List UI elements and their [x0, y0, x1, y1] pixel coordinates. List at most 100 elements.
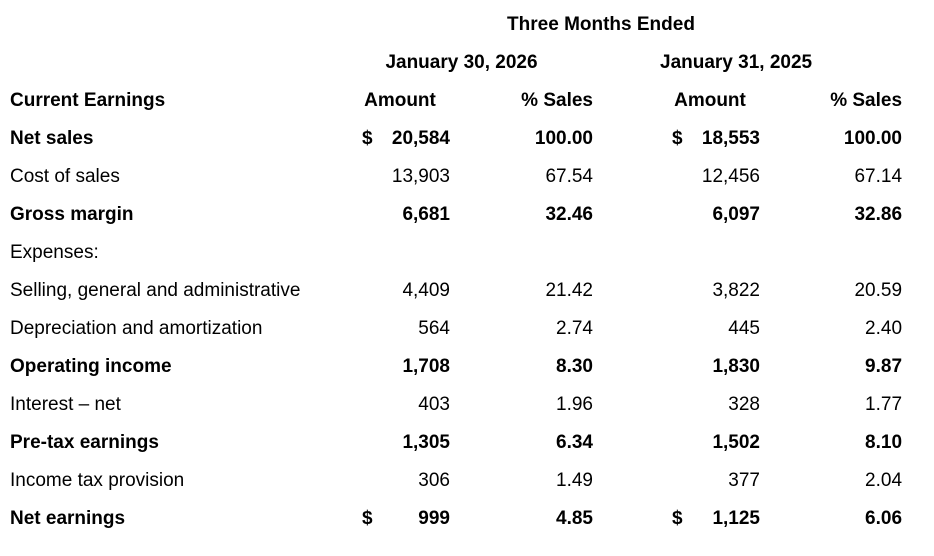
amount-2025: 328 — [728, 394, 760, 415]
pct-sales-2025: 8.10 — [865, 432, 903, 453]
amount-2025 — [695, 234, 760, 272]
currency-symbol — [660, 310, 695, 348]
amount-2026: 306 — [418, 470, 450, 491]
pct-sales-2025: 1.77 — [865, 394, 903, 415]
pct-sales-2026: 1.49 — [556, 470, 593, 491]
pct-sales-2025 — [760, 234, 902, 272]
row-label: Interest – net — [10, 394, 121, 415]
amount-2026: 6,681 — [402, 204, 450, 225]
period-group-row: Three Months Ended — [0, 6, 902, 44]
spacer-cell — [593, 386, 660, 424]
spacer-cell — [593, 348, 660, 386]
period-header-2025: January 31, 2025 — [660, 52, 813, 73]
pct-sales-2025: 32.86 — [854, 204, 903, 225]
row-label: Selling, general and administrative — [10, 280, 301, 301]
table-row-cost-of-sales: Cost of sales 13,903 67.54 12,456 67.14 — [0, 158, 902, 196]
amount-2025: 18,553 — [701, 128, 760, 149]
amount-2025: 445 — [728, 318, 760, 339]
spacer-cell — [593, 158, 660, 196]
currency-symbol — [350, 234, 385, 272]
table-row-expenses-heading: Expenses: — [0, 234, 902, 272]
currency-symbol — [350, 272, 385, 310]
table-row-income-tax: Income tax provision 306 1.49 377 2.04 — [0, 462, 902, 500]
amount-2026: 564 — [418, 318, 450, 339]
currency-symbol — [660, 424, 695, 462]
amount-2026: 1,708 — [402, 356, 450, 377]
spacer-cell — [593, 424, 660, 462]
amount-column-header-2026: Amount — [364, 90, 436, 111]
currency-symbol — [350, 348, 385, 386]
table-row-net-earnings: Net earnings $ 999 4.85 $ 1,125 6.06 — [0, 500, 902, 538]
amount-2025: 6,097 — [712, 204, 760, 225]
spacer-cell — [593, 44, 660, 82]
pct-sales-2026 — [450, 234, 593, 272]
pct-sales-2026: 1.96 — [556, 394, 593, 415]
row-label: Depreciation and amortization — [10, 318, 263, 339]
table-row-pretax-earnings: Pre-tax earnings 1,305 6.34 1,502 8.10 — [0, 424, 902, 462]
row-label: Income tax provision — [10, 470, 185, 491]
pct-sales-column-header-2026: % Sales — [521, 90, 593, 111]
currency-symbol — [660, 386, 695, 424]
spacer-cell — [593, 272, 660, 310]
pct-sales-2025: 9.87 — [865, 356, 903, 377]
currency-symbol — [660, 348, 695, 386]
currency-symbol: $ — [362, 508, 373, 529]
amount-2025: 377 — [728, 470, 760, 491]
table-row-gross-margin: Gross margin 6,681 32.46 6,097 32.86 — [0, 196, 902, 234]
row-label: Pre-tax earnings — [10, 432, 159, 453]
table-row-net-sales: Net sales $ 20,584 100.00 $ 18,553 100.0… — [0, 120, 902, 158]
income-statement-table: Three Months Ended January 30, 2026 Janu… — [0, 6, 902, 538]
amount-2025: 3,822 — [712, 280, 760, 301]
pct-sales-2025: 67.14 — [854, 166, 903, 187]
spacer-cell — [593, 462, 660, 500]
pct-sales-2025: 2.04 — [865, 470, 903, 491]
currency-symbol — [660, 196, 695, 234]
currency-symbol — [660, 234, 695, 272]
currency-symbol — [350, 310, 385, 348]
pct-sales-2026: 21.42 — [545, 280, 593, 301]
currency-symbol — [660, 158, 695, 196]
spacer-cell — [593, 120, 660, 158]
currency-symbol — [660, 462, 695, 500]
amount-2026 — [385, 234, 450, 272]
pct-sales-2026: 67.54 — [545, 166, 593, 187]
spacer-cell — [0, 6, 350, 44]
currency-symbol — [350, 424, 385, 462]
currency-symbol — [350, 158, 385, 196]
amount-2025: 1,502 — [712, 432, 760, 453]
amount-2026: 403 — [418, 394, 450, 415]
pct-sales-2026: 100.00 — [534, 128, 593, 149]
period-group-header: Three Months Ended — [507, 14, 695, 35]
pct-sales-2026: 6.34 — [556, 432, 593, 453]
spacer-cell — [593, 310, 660, 348]
row-group-title: Current Earnings — [10, 90, 166, 111]
row-label: Cost of sales — [10, 166, 120, 187]
row-label: Net earnings — [10, 508, 126, 529]
pct-sales-column-header-2025: % Sales — [830, 90, 903, 111]
pct-sales-2026: 8.30 — [556, 356, 593, 377]
pct-sales-2025: 2.40 — [865, 318, 903, 339]
amount-2025: 1,830 — [712, 356, 760, 377]
pct-sales-2025: 6.06 — [865, 508, 903, 529]
pct-sales-2026: 2.74 — [556, 318, 593, 339]
currency-symbol — [350, 462, 385, 500]
table-row-interest-net: Interest – net 403 1.96 328 1.77 — [0, 386, 902, 424]
row-label: Gross margin — [10, 204, 134, 225]
pct-sales-2025: 100.00 — [843, 128, 903, 149]
pct-sales-2026: 4.85 — [556, 508, 593, 529]
amount-column-header-2025: Amount — [674, 90, 746, 111]
amount-2026: 4,409 — [402, 280, 450, 301]
amount-2026: 13,903 — [391, 166, 450, 187]
row-label: Expenses: — [10, 242, 99, 263]
spacer-cell — [0, 44, 350, 82]
spacer-cell — [593, 234, 660, 272]
currency-symbol: $ — [672, 128, 683, 149]
column-header-row: Current Earnings Amount % Sales Amount %… — [0, 82, 902, 120]
amount-2026: 20,584 — [391, 128, 450, 149]
row-label: Operating income — [10, 356, 172, 377]
period-header-2026: January 30, 2026 — [385, 52, 538, 73]
amount-2026: 999 — [418, 508, 450, 529]
currency-symbol — [350, 386, 385, 424]
row-label: Net sales — [10, 128, 94, 149]
table-row-depreciation: Depreciation and amortization 564 2.74 4… — [0, 310, 902, 348]
